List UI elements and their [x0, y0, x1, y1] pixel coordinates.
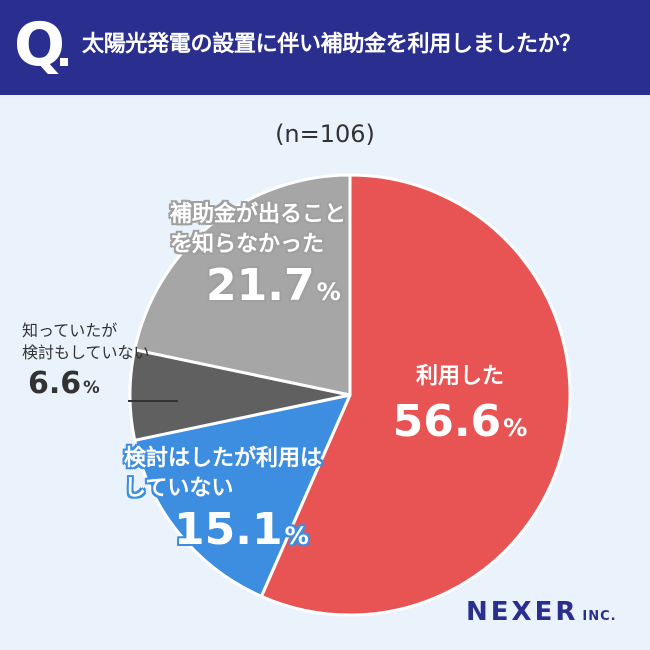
slice-label-used-text: 利用した [415, 364, 504, 389]
slice-value-knew-number: 6.6 [28, 366, 82, 401]
slice-value-considered-number: 15.1 [174, 504, 283, 555]
slice-value-used-number: 56.6 [392, 396, 502, 447]
slice-value-used: 56.6% [380, 396, 540, 454]
slice-considered [133, 393, 352, 598]
slice-label-knew-line1: 知っていたが [22, 321, 118, 340]
sample-size: (n=106) [275, 120, 375, 148]
slice-unaware [133, 173, 352, 397]
slice-value-unaware-unit: % [316, 278, 341, 306]
logo-name: NEXER [466, 597, 579, 627]
q-dot [60, 58, 68, 66]
slice-value-knew-unit: % [83, 378, 100, 397]
question-text: 太陽光発電の設置に伴い補助金を利用しましたか？ [82, 32, 582, 57]
slice-label-used: 利用した 56.6% [380, 362, 540, 454]
slice-value-considered: 15.1% [174, 504, 364, 562]
nexer-logo: NEXER INC. [466, 597, 617, 627]
slice-used [259, 173, 572, 617]
slice-label-considered: 検討はしたが利用は していない 15.1% [124, 444, 364, 562]
slice-value-unaware-number: 21.7 [206, 260, 315, 311]
q-mark: Q [14, 10, 65, 80]
slice-label-unaware: 補助金が出ること を知らなかった 21.7% [170, 200, 380, 318]
slice-label-unaware-line2: を知らなかった [170, 232, 325, 257]
question-header: Q 太陽光発電の設置に伴い補助金を利用しましたか？ [0, 0, 650, 95]
slice-value-considered-unit: % [284, 522, 309, 550]
slice-label-unaware-line1: 補助金が出ること [170, 202, 347, 227]
slice-label-considered-line1: 検討はしたが利用は [124, 446, 323, 471]
slice-value-used-unit: % [503, 414, 528, 442]
slice-value-unaware: 21.7% [206, 260, 380, 318]
logo-suffix: INC. [582, 609, 617, 624]
slice-label-knew: 知っていたが 検討もしていない 6.6% [22, 320, 222, 408]
slice-label-knew-line2: 検討もしていない [22, 343, 150, 362]
slice-label-considered-line2: していない [124, 476, 234, 501]
slice-value-knew: 6.6% [28, 364, 222, 408]
